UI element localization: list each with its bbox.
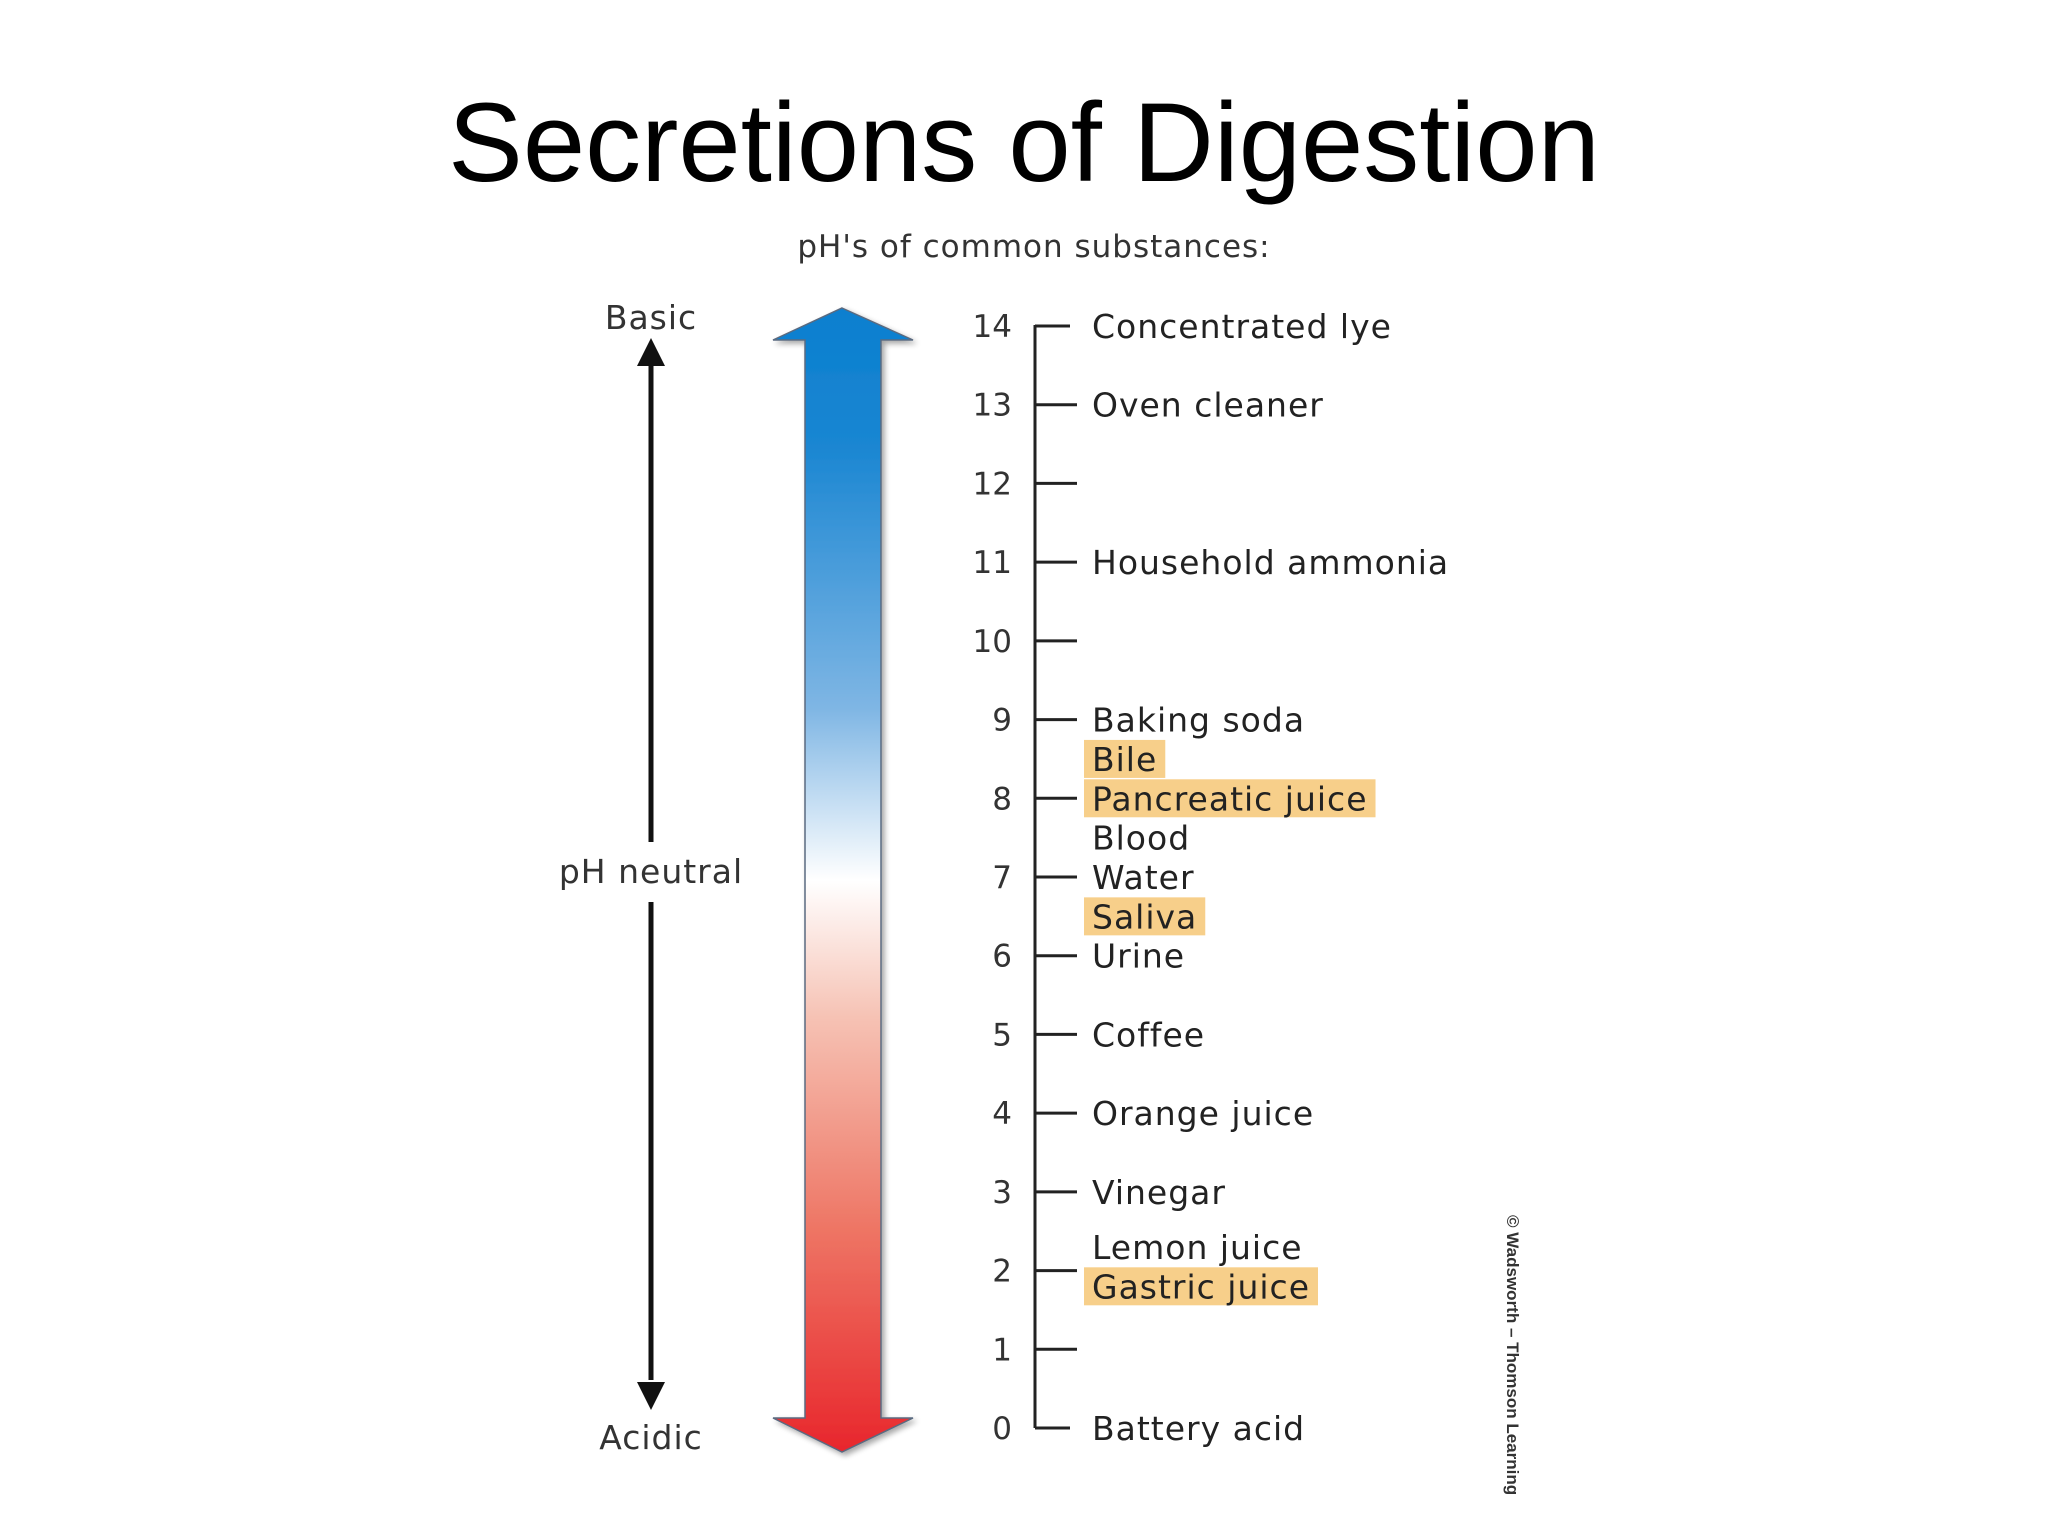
substance-label: Water <box>1092 858 1195 897</box>
substance-label: Saliva <box>1092 897 1197 936</box>
tick-label: 11 <box>973 545 1012 581</box>
basic-label: Basic <box>605 298 697 337</box>
substance-label: Coffee <box>1092 1015 1205 1054</box>
substance-label: Baking soda <box>1092 701 1305 740</box>
substance-label: Oven cleaner <box>1092 386 1324 425</box>
tick-label: 9 <box>992 703 1012 739</box>
highlight-box <box>1084 1267 1318 1306</box>
substance-label: Lemon juice <box>1092 1228 1303 1267</box>
highlight-boxes <box>1084 739 1376 1306</box>
substance-label: Pancreatic juice <box>1092 779 1368 818</box>
arrow-up-head <box>637 338 665 366</box>
substance-label: Urine <box>1092 937 1185 976</box>
tick-label: 2 <box>992 1254 1012 1290</box>
highlight-box <box>1084 739 1166 778</box>
tick-label: 14 <box>973 309 1012 345</box>
arrow-down-head <box>637 1382 665 1410</box>
substance-label: Gastric juice <box>1092 1267 1310 1306</box>
figure-subtitle: pH's of common substances: <box>797 229 1270 265</box>
acidic-label: Acidic <box>599 1418 703 1457</box>
substance-label: Battery acid <box>1092 1409 1305 1448</box>
tick-label: 12 <box>973 466 1012 502</box>
substance-labels: Concentrated lye Oven cleaner Household am… <box>1092 307 1449 1448</box>
substance-label: Concentrated lye <box>1092 307 1392 346</box>
ph-neutral-label: pH neutral <box>559 852 743 891</box>
tick-label: 1 <box>992 1332 1012 1368</box>
substance-label: Household ammonia <box>1092 543 1449 582</box>
tick-label: 5 <box>992 1017 1012 1053</box>
slide-title: Secretions of Digestion <box>448 80 1600 205</box>
tick-label: 4 <box>992 1096 1012 1132</box>
ph-gradient-arrow <box>772 307 914 1453</box>
tick-label: 8 <box>992 781 1012 817</box>
basic-acidic-arrow <box>637 338 665 1410</box>
tick-label: 13 <box>973 388 1012 424</box>
tick-label: 6 <box>992 939 1012 975</box>
tick-label: 7 <box>992 860 1012 896</box>
tick-label: 0 <box>992 1411 1012 1447</box>
substance-label: Orange juice <box>1092 1094 1314 1133</box>
highlight-box <box>1084 779 1376 818</box>
copyright-credit: © Wadsworth – Thomson Learning <box>1503 1215 1522 1495</box>
substance-label: Vinegar <box>1092 1173 1226 1212</box>
substance-label: Bile <box>1092 740 1157 779</box>
tick-label: 3 <box>992 1175 1012 1211</box>
substance-label: Blood <box>1092 819 1190 858</box>
highlight-box <box>1084 897 1206 936</box>
tick-label: 10 <box>973 624 1012 660</box>
